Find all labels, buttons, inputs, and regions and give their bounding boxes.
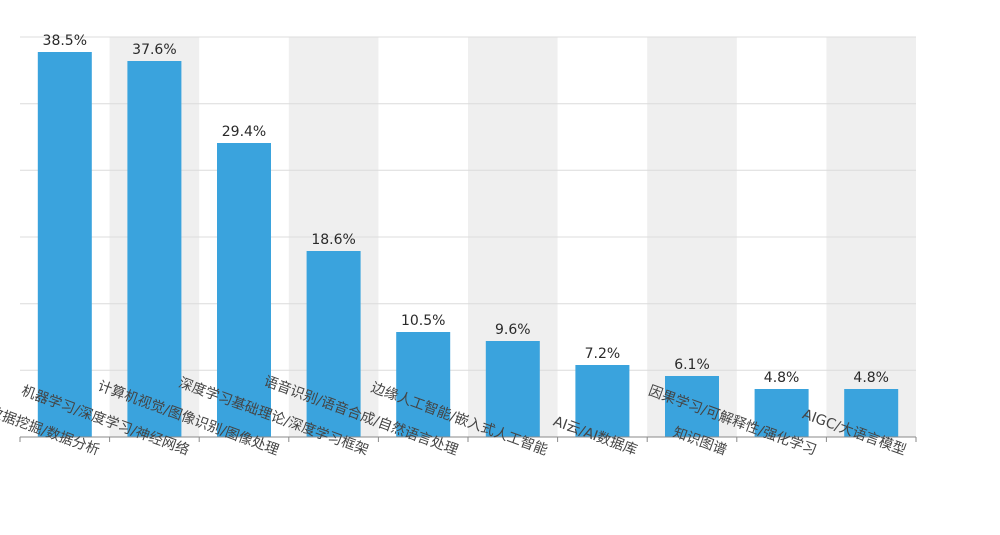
- data-label: 4.8%: [764, 370, 800, 386]
- data-label: 4.8%: [853, 370, 889, 386]
- data-label: 18.6%: [311, 232, 355, 248]
- bar: [575, 365, 630, 437]
- data-label: 38.5%: [43, 33, 87, 49]
- bars: [37, 52, 899, 437]
- data-label: 6.1%: [674, 357, 710, 373]
- x-axis: [19, 436, 917, 442]
- data-label: 10.5%: [401, 313, 445, 329]
- bar: [37, 52, 92, 437]
- data-labels: 38.5% 37.6% 29.4% 18.6% 10.5% 9.6% 7.2% 6.1% 4.8…: [43, 33, 889, 386]
- data-label: 37.6%: [132, 42, 176, 58]
- bar: [127, 61, 182, 437]
- bar: [217, 143, 271, 437]
- data-label: 7.2%: [585, 346, 621, 362]
- bar: [754, 389, 809, 437]
- bar: [844, 389, 899, 437]
- bar: [665, 376, 719, 437]
- bar: [485, 341, 540, 437]
- data-label: 9.6%: [495, 322, 531, 338]
- bar: [396, 332, 451, 437]
- data-label: 29.4%: [222, 124, 266, 140]
- bar: [306, 251, 361, 437]
